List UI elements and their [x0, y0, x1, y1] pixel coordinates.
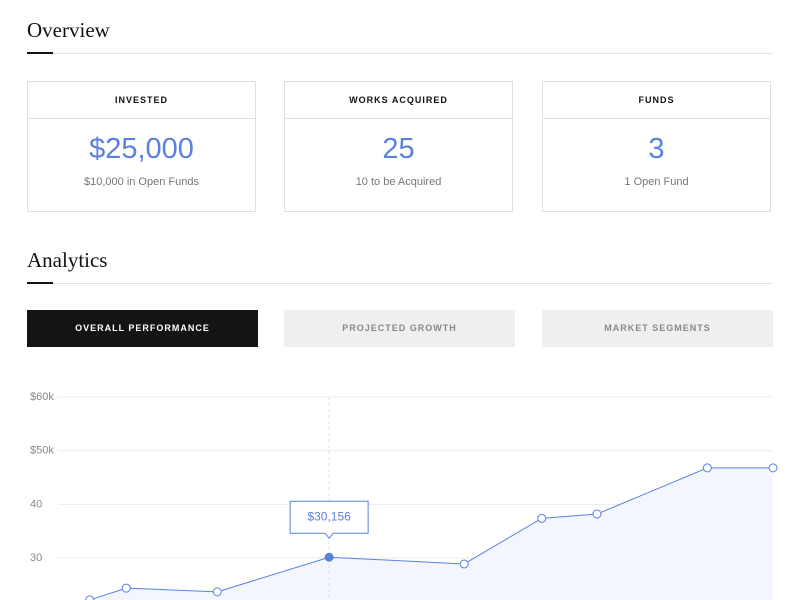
y-tick-label: 40	[30, 498, 42, 510]
point	[459, 559, 469, 569]
tab[interactable]: OVERALL PERFORMANCE	[27, 310, 258, 347]
card-label: INVESTED	[28, 82, 255, 119]
y-tick-label: $50k	[30, 445, 54, 457]
card-note: 1 Open Fund	[624, 176, 689, 188]
card-value: $25,000	[89, 133, 194, 165]
stat-card: FUNDS 3 1 Open Fund	[542, 81, 771, 212]
point	[702, 463, 712, 473]
tab[interactable]: MARKET SEGMENTS	[542, 310, 773, 347]
area	[89, 467, 773, 600]
tab[interactable]: PROJECTED GROWTH	[284, 310, 515, 347]
card-label: FUNDS	[543, 82, 770, 119]
card-note: 10 to be Acquired	[355, 176, 442, 188]
point	[121, 583, 131, 593]
stat-card: WORKS ACQUIRED 25 10 to be Acquired	[284, 81, 513, 212]
point	[85, 595, 95, 600]
tooltip-box	[289, 500, 369, 540]
tooltip-label: $30,156	[307, 509, 351, 523]
y-tick-label: $60k	[30, 391, 54, 403]
section-title: Overview	[27, 18, 110, 42]
y-tick-label: 30	[30, 552, 42, 564]
divider	[27, 52, 773, 54]
divider	[27, 282, 773, 284]
tooltip: $30,156	[289, 500, 369, 540]
stat-card: INVESTED $25,000 $10,000 in Open Funds	[27, 81, 256, 212]
point	[592, 509, 602, 519]
card-value: 3	[648, 133, 665, 165]
card-value: 25	[382, 133, 415, 165]
point	[768, 463, 778, 473]
section-title: Analytics	[27, 248, 108, 272]
card-label: WORKS ACQUIRED	[285, 82, 512, 119]
point	[212, 587, 222, 597]
point	[324, 552, 334, 562]
card-note: $10,000 in Open Funds	[84, 176, 199, 188]
point	[537, 513, 547, 523]
